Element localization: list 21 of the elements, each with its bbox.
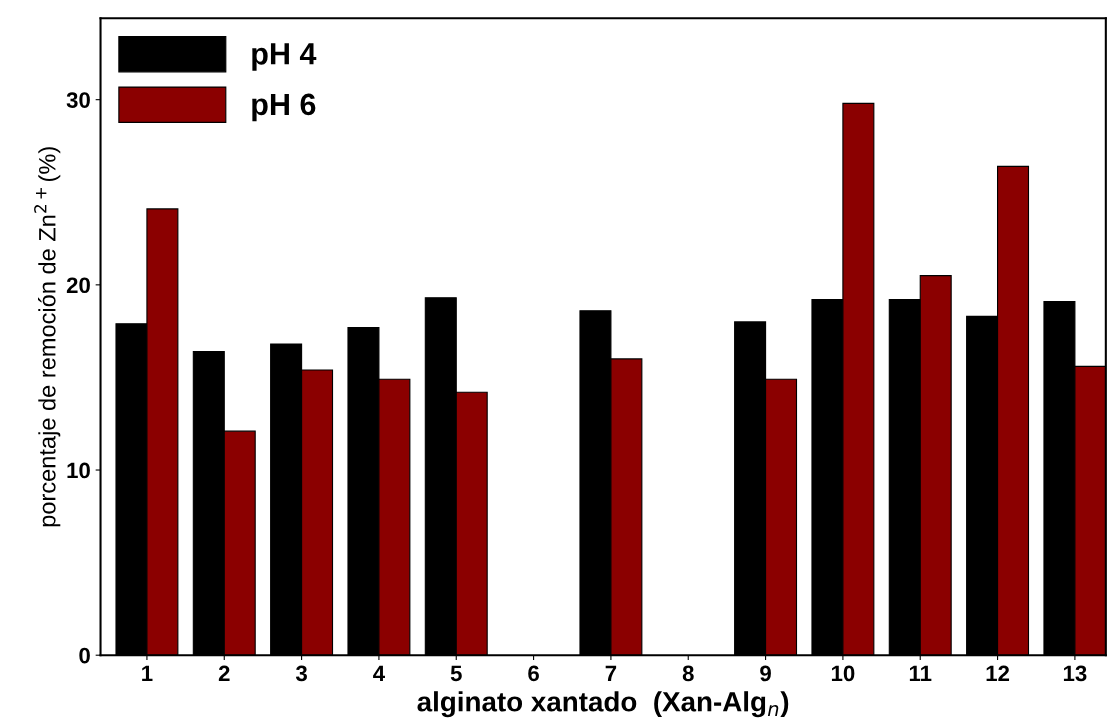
x-tick-label: 11 bbox=[909, 665, 932, 682]
y-tick-label: 0 bbox=[79, 647, 90, 664]
y-tick-label: 10 bbox=[67, 462, 90, 479]
x-tick-label: 13 bbox=[1063, 665, 1087, 682]
x-tick-label: 2 bbox=[218, 665, 230, 682]
x-tick-label: 8 bbox=[682, 665, 694, 682]
x-tick-label: 9 bbox=[760, 665, 771, 682]
x-tick-label: 10 bbox=[831, 665, 855, 682]
x-tick-label: 7 bbox=[605, 665, 617, 682]
legend-label: pH 4 bbox=[252, 43, 317, 71]
y-axis-title: porcentaje de remoción de Zn$^{2+}$(%) bbox=[34, 147, 61, 527]
x-tick-label: 5 bbox=[450, 665, 462, 682]
y-tick-label: 30 bbox=[66, 92, 90, 108]
x-tick-label: 6 bbox=[528, 665, 539, 682]
legend-label: pH 6 bbox=[252, 93, 316, 122]
x-tick-label: 12 bbox=[986, 665, 1010, 682]
x-tick-label: 4 bbox=[373, 665, 385, 682]
x-tick-label: 3 bbox=[295, 665, 307, 682]
x-tick-label: 1 bbox=[142, 665, 153, 682]
x-axis-title: alginato xantado (Xan-Alg$_{n}$) bbox=[417, 691, 789, 718]
y-tick-label: 20 bbox=[66, 277, 90, 294]
